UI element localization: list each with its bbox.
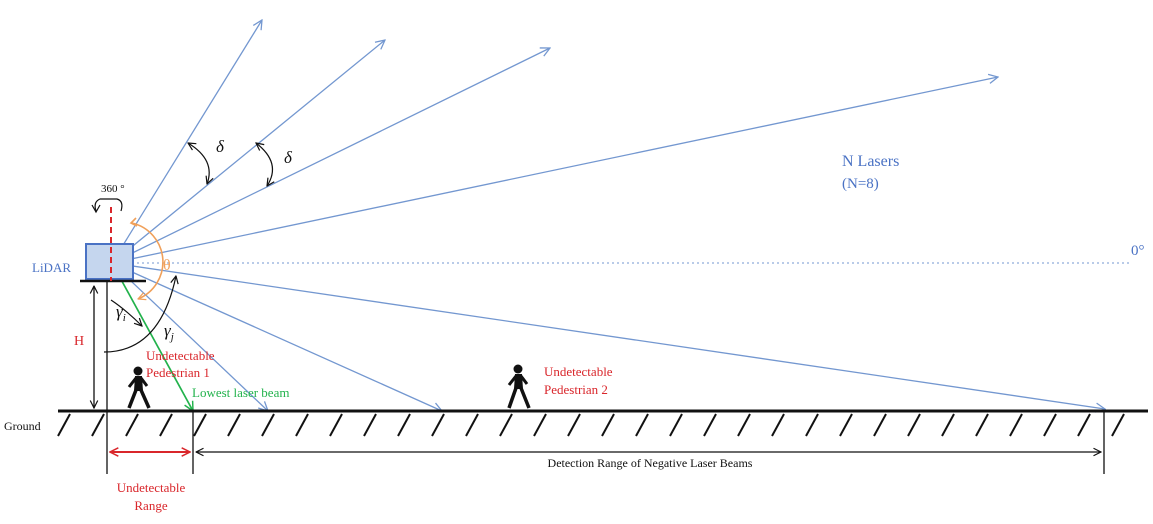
laser-beam-4 [111,77,998,264]
lidar-label: LiDAR [32,260,71,275]
laser-beam-7 [111,262,268,411]
theta-label: θ [163,257,171,274]
ground-hatch [227,413,241,437]
ground-hatching [57,413,1125,437]
gamma-j-arc [103,276,176,353]
ground-hatch [1043,413,1057,437]
ground-hatch [465,413,479,437]
laser-beam-6 [111,262,442,411]
ground-hatch [363,413,377,437]
ground-hatch [941,413,955,437]
ground-hatch [1077,413,1091,437]
pedestrian-2-label-line2: Pedestrian 2 [544,382,608,397]
ground-label: Ground [4,419,41,433]
pedestrian-2-label-line1: Undetectable [544,364,613,379]
ground-hatch [499,413,513,437]
height-label: H [74,334,84,349]
laser-beam-1 [111,20,262,264]
ground-hatch [193,413,207,437]
ground-hatch [635,413,649,437]
ground-hatch [397,413,411,437]
lowest-laser-beam [111,262,193,411]
ground-hatch [91,413,105,437]
rotation-label: 360 ° [101,183,125,195]
ground-hatch [1009,413,1023,437]
lidar-box [85,243,134,280]
n-lasers-label: N Lasers [842,153,899,170]
n-count-label: (N=8) [842,176,879,192]
lidar-sensor [80,198,146,283]
ground-hatch [975,413,989,437]
pedestrian-1-label-line1: Undetectable [146,348,215,363]
ground-hatch [431,413,445,437]
ground-hatch [873,413,887,437]
theta-arc [131,222,164,299]
pedestrian-2-icon [507,364,531,409]
delta-arc-2 [256,143,272,186]
laser-beam-5 [111,262,1105,409]
detection-range-label: Detection Range of Negative Laser Beams [548,456,753,470]
undetectable-range-label-line2: Range [134,498,167,513]
ground-hatch [261,413,275,437]
laser-beam-3 [111,48,550,264]
ground-hatch [125,413,139,437]
undetectable-range-label-line1: Undetectable [117,480,186,495]
gamma-j-label: γj [164,321,174,343]
ground-hatch [669,413,683,437]
gamma-i-arc [110,299,142,326]
ground-hatch [329,413,343,437]
pedestrian-1-icon [127,366,151,409]
delta-label-1: δ [216,137,225,156]
ground-hatch [737,413,751,437]
laser-beam-2 [111,40,385,264]
theta-arc-start-arrow-icon [129,217,138,227]
ground-hatch [159,413,173,437]
ground-hatch [295,413,309,437]
ground-hatch [57,413,71,437]
ground-hatch [805,413,819,437]
pedestrian-1-label-line2: Pedestrian 1 [146,365,210,380]
ground [57,409,1148,437]
text-labels: LiDAR 360 ° N Lasers (N=8) 0° θ δ δ γi γ… [4,137,1145,513]
ground-hatch [771,413,785,437]
ground-hatch [839,413,853,437]
angle-annotations [103,143,272,353]
laser-beams [111,20,1130,411]
rotation-icon [94,198,123,212]
ground-hatch [601,413,615,437]
range-indicators [106,412,1105,474]
delta-arc-1 [188,143,209,184]
height-indicator [94,282,108,412]
zero-degree-label: 0° [1131,243,1145,259]
delta-label-2: δ [284,148,293,167]
gamma-i-label: γi [116,302,126,324]
lowest-beam-label: Lowest laser beam [192,385,289,400]
ground-hatch [567,413,581,437]
ground-hatch [1111,413,1125,437]
ground-hatch [533,413,547,437]
rotation-arrowhead-icon [91,204,101,214]
ground-hatch [907,413,921,437]
ground-hatch [703,413,717,437]
